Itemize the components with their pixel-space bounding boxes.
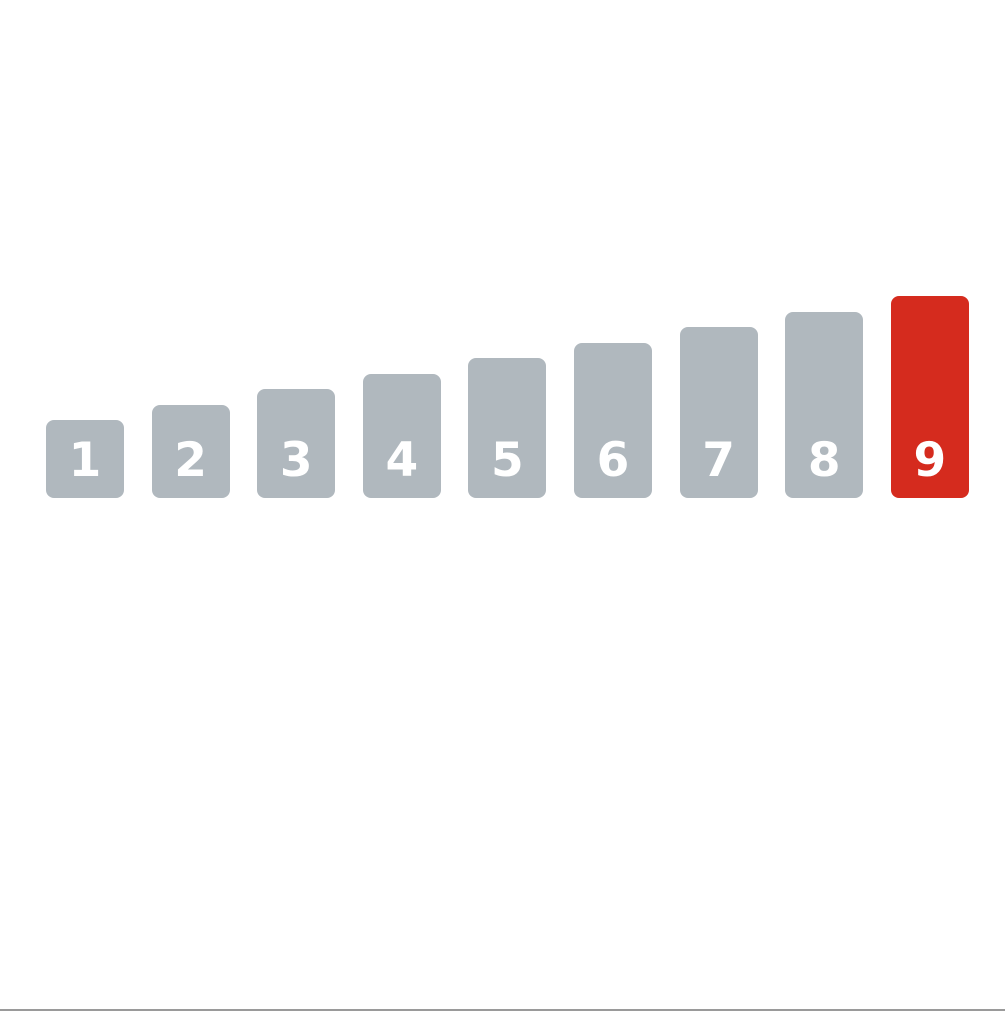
level-bar-label: 1 xyxy=(68,433,102,488)
level-bar-label: 6 xyxy=(596,433,630,488)
level-bar-label: 8 xyxy=(807,433,841,488)
level-bar-3[interactable]: 3 xyxy=(257,389,336,498)
level-bar-label: 3 xyxy=(279,433,313,488)
level-bar-2[interactable]: 2 xyxy=(151,404,230,498)
level-bar-5[interactable]: 5 xyxy=(468,358,547,498)
level-bar-7[interactable]: 7 xyxy=(679,327,758,498)
level-bar-label: 2 xyxy=(174,433,207,488)
level-bar-8[interactable]: 8 xyxy=(785,311,864,498)
level-bar-1[interactable]: 1 xyxy=(46,420,124,498)
level-bar-9[interactable]: 9 xyxy=(890,296,969,498)
level-bar-6[interactable]: 6 xyxy=(574,342,652,498)
level-bar-label: 9 xyxy=(913,433,947,488)
level-bar-4[interactable]: 4 xyxy=(362,373,441,498)
level-bar-label: 7 xyxy=(702,433,735,488)
level-bar-label: 5 xyxy=(491,433,524,488)
level-bar-label: 4 xyxy=(385,433,419,488)
bottom-divider xyxy=(0,1009,1005,1011)
